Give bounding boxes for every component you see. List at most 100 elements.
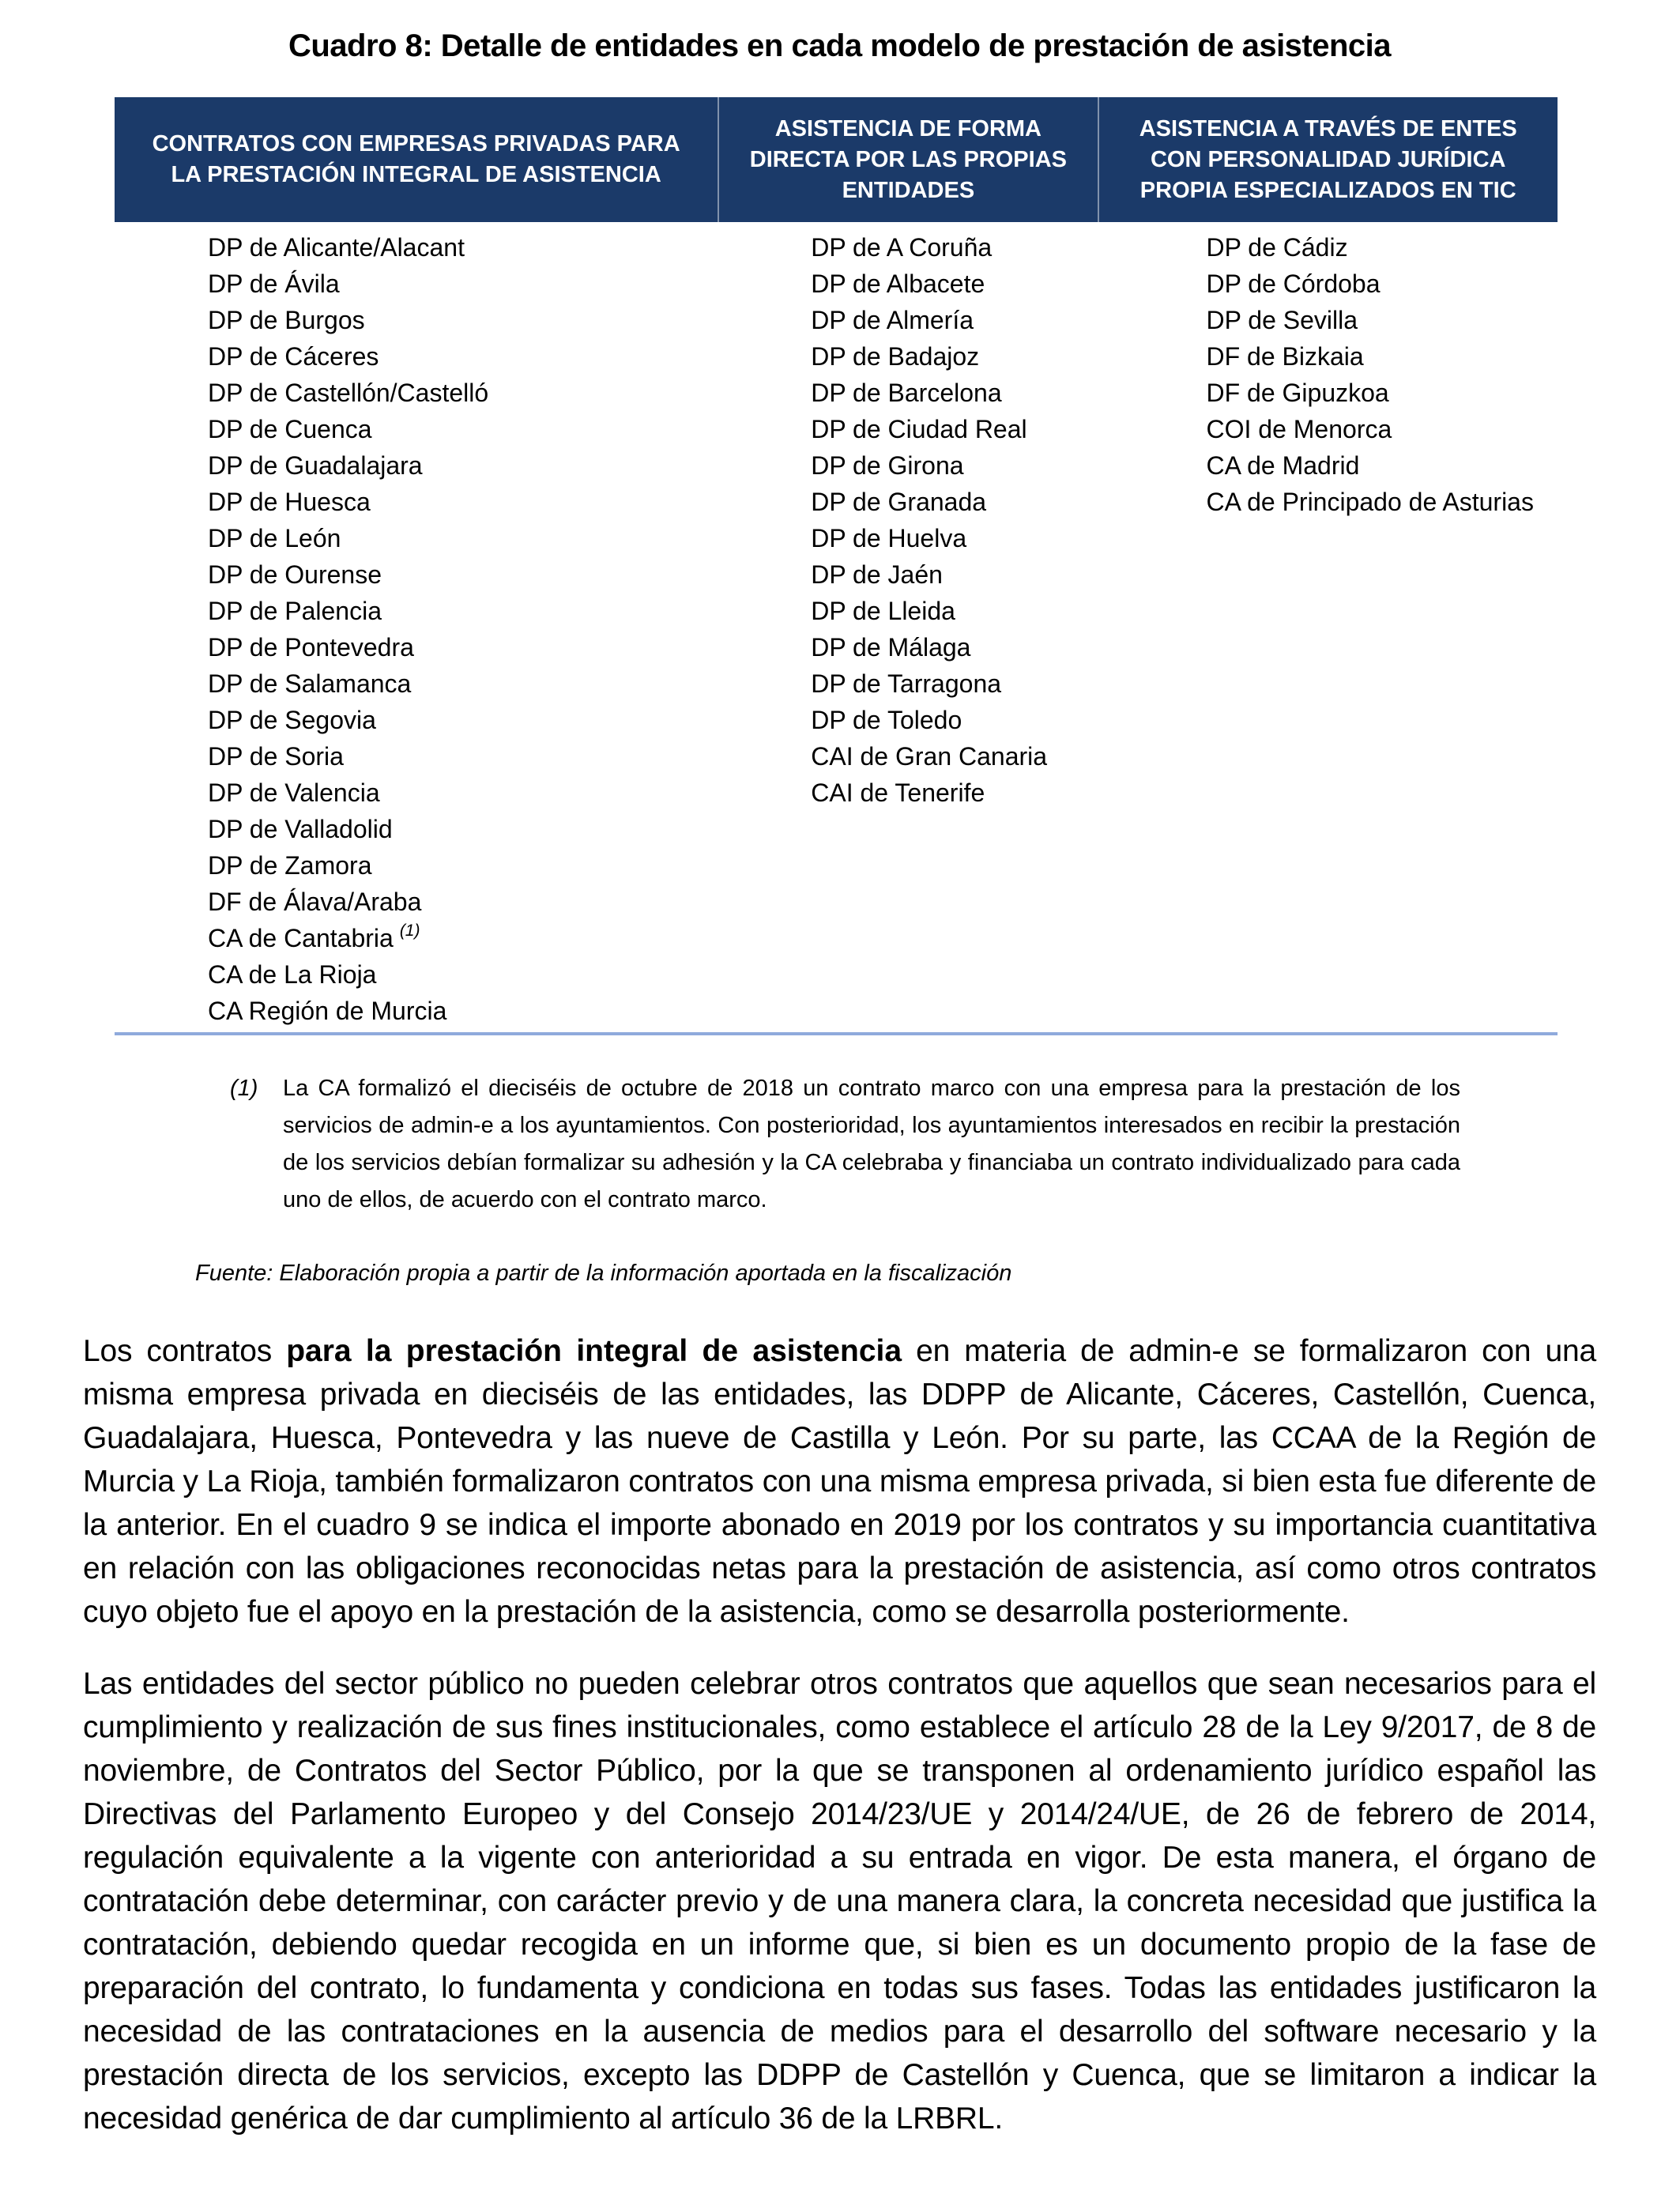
entity-name: DP de Lleida xyxy=(811,596,955,625)
table-row: CA de Cantabria (1) xyxy=(208,920,718,956)
table-row: DP de Valladolid xyxy=(208,811,718,847)
table-row: DP de Ávila xyxy=(208,266,718,302)
entity-name: CA de Principado de Asturias xyxy=(1206,487,1534,516)
table-row: DP de Albacete xyxy=(811,266,1097,302)
table-row: DF de Bizkaia xyxy=(1207,338,1558,375)
entity-name: DP de Castellón/Castelló xyxy=(208,378,489,407)
entity-name: DP de Toledo xyxy=(811,705,962,734)
paragraph-text: Las entidades del sector público no pued… xyxy=(83,1667,1596,2136)
table-row: DP de Barcelona xyxy=(811,375,1097,411)
entity-name: DP de Huelva xyxy=(811,523,967,552)
table-row: DP de Ourense xyxy=(208,556,718,593)
table-row: DP de Cuenca xyxy=(208,411,718,447)
table-row: DP de Valencia xyxy=(208,775,718,811)
table-row: DP de Guadalajara xyxy=(208,447,718,484)
table-row: DP de Ciudad Real xyxy=(811,411,1097,447)
entity-name: DP de Huesca xyxy=(208,487,371,516)
source-line: Fuente: Elaboración propia a partir de l… xyxy=(195,1261,1012,1286)
table-row: DP de Almería xyxy=(811,302,1097,338)
table-row: DP de Girona xyxy=(811,447,1097,484)
table-row: DP de Tarragona xyxy=(811,665,1097,702)
entity-name: CA de Madrid xyxy=(1206,450,1360,480)
body-paragraphs: Los contratos para la prestación integra… xyxy=(83,1329,1596,2140)
body-paragraph-2: Las entidades del sector público no pued… xyxy=(83,1662,1596,2140)
entity-name: DP de Badajoz xyxy=(811,341,980,371)
footnote-text: La CA formalizó el dieciséis de octubre … xyxy=(283,1076,1460,1212)
paragraph-text: en materia de admin-e se formalizaron co… xyxy=(83,1334,1596,1629)
table-row: COI de Menorca xyxy=(1207,411,1558,447)
table-row: DP de Lleida xyxy=(811,593,1097,629)
entity-name: DP de Valladolid xyxy=(208,814,393,843)
table-column-2: DP de A Coruña DP de Albacete DP de Almerí… xyxy=(718,229,1097,1029)
bold-text: para la prestación integral de asistenci… xyxy=(286,1334,902,1368)
table-row: DP de Cáceres xyxy=(208,338,718,375)
paragraph-text: Los contratos xyxy=(83,1334,287,1368)
entity-name: DP de Salamanca xyxy=(208,669,412,698)
table-title: Cuadro 8: Detalle de entidades en cada m… xyxy=(288,28,1392,63)
entity-name: DP de Ciudad Real xyxy=(811,414,1027,443)
table-header-cell-contratos: CONTRATOS CON EMPRESAS PRIVADAS PARA LA … xyxy=(115,97,718,222)
table-row: DP de Cádiz xyxy=(1207,229,1558,266)
table-header-cell-asistencia-entes: ASISTENCIA A TRAVÉS DE ENTES CON PERSONA… xyxy=(1097,97,1558,222)
entity-name: DP de Sevilla xyxy=(1206,305,1358,334)
entity-name: CAI de Tenerife xyxy=(811,778,985,807)
table-row: DP de Jaén xyxy=(811,556,1097,593)
entity-name: DP de Almería xyxy=(811,305,974,334)
entity-name: DP de Soria xyxy=(208,741,344,771)
table-row: DP de Málaga xyxy=(811,629,1097,665)
table-bottom-border xyxy=(115,1032,1558,1035)
table-row: DP de León xyxy=(208,520,718,556)
table-row: DP de A Coruña xyxy=(811,229,1097,266)
entity-name: DP de Ávila xyxy=(208,269,340,298)
table-row: DP de Soria xyxy=(208,738,718,775)
entity-name: DP de Córdoba xyxy=(1206,269,1381,298)
table-row: DF de Álava/Araba xyxy=(208,884,718,920)
entity-name: DP de Cádiz xyxy=(1206,232,1348,262)
table-row: DP de Toledo xyxy=(811,702,1097,738)
table-row: DP de Huesca xyxy=(208,484,718,520)
table-row: DP de Córdoba xyxy=(1207,266,1558,302)
entity-name: DP de Alicante/Alacant xyxy=(208,232,465,262)
table-row: CA de La Rioja xyxy=(208,956,718,993)
entity-name: CA de La Rioja xyxy=(208,959,377,989)
table-row: DP de Badajoz xyxy=(811,338,1097,375)
entity-name: DP de Zamora xyxy=(208,850,372,880)
table-row: DP de Salamanca xyxy=(208,665,718,702)
table-row: DP de Palencia xyxy=(208,593,718,629)
entity-name: DF de Gipuzkoa xyxy=(1206,378,1389,407)
entity-name: DP de Albacete xyxy=(811,269,985,298)
table-row: DP de Pontevedra xyxy=(208,629,718,665)
footnote-reference: (1) xyxy=(399,922,420,940)
entity-name: DP de Cáceres xyxy=(208,341,379,371)
entity-name: DP de Valencia xyxy=(208,778,380,807)
table-row: DP de Zamora xyxy=(208,847,718,884)
table-column-3: DP de Cádiz DP de Córdoba DP de Sevilla DF … xyxy=(1098,229,1558,1029)
table-row: DP de Castellón/Castelló xyxy=(208,375,718,411)
entity-name: DF de Álava/Araba xyxy=(208,887,422,916)
footnote: (1) La CA formalizó el dieciséis de octu… xyxy=(230,1070,1596,1219)
table-row: DP de Sevilla xyxy=(1207,302,1558,338)
table-row: DP de Alicante/Alacant xyxy=(208,229,718,266)
entity-name: DP de Burgos xyxy=(208,305,365,334)
entity-name: DP de Segovia xyxy=(208,705,376,734)
table-row: DP de Granada xyxy=(811,484,1097,520)
entity-name: CA de Cantabria xyxy=(208,923,394,952)
entity-name: DP de Pontevedra xyxy=(208,632,414,662)
table-row: CA de Principado de Asturias xyxy=(1207,484,1558,520)
entity-name: DP de Girona xyxy=(811,450,964,480)
table-body: DP de Alicante/Alacant DP de Ávila DP de B… xyxy=(115,222,1558,1029)
table-row: DP de Burgos xyxy=(208,302,718,338)
entity-name: DP de Jaén xyxy=(811,560,943,589)
table-row: CA Región de Murcia xyxy=(208,993,718,1029)
entity-name: DP de Cuenca xyxy=(208,414,372,443)
entity-name: DP de Málaga xyxy=(811,632,971,662)
table-header-row: CONTRATOS CON EMPRESAS PRIVADAS PARA LA … xyxy=(115,97,1558,222)
entity-name: DP de Tarragona xyxy=(811,669,1002,698)
entity-name: DP de Barcelona xyxy=(811,378,1002,407)
entities-table: CONTRATOS CON EMPRESAS PRIVADAS PARA LA … xyxy=(115,97,1558,1035)
table-row: DP de Huelva xyxy=(811,520,1097,556)
entity-name: CAI de Gran Canaria xyxy=(811,741,1048,771)
entity-name: DP de León xyxy=(208,523,341,552)
entity-name: DP de Guadalajara xyxy=(208,450,423,480)
